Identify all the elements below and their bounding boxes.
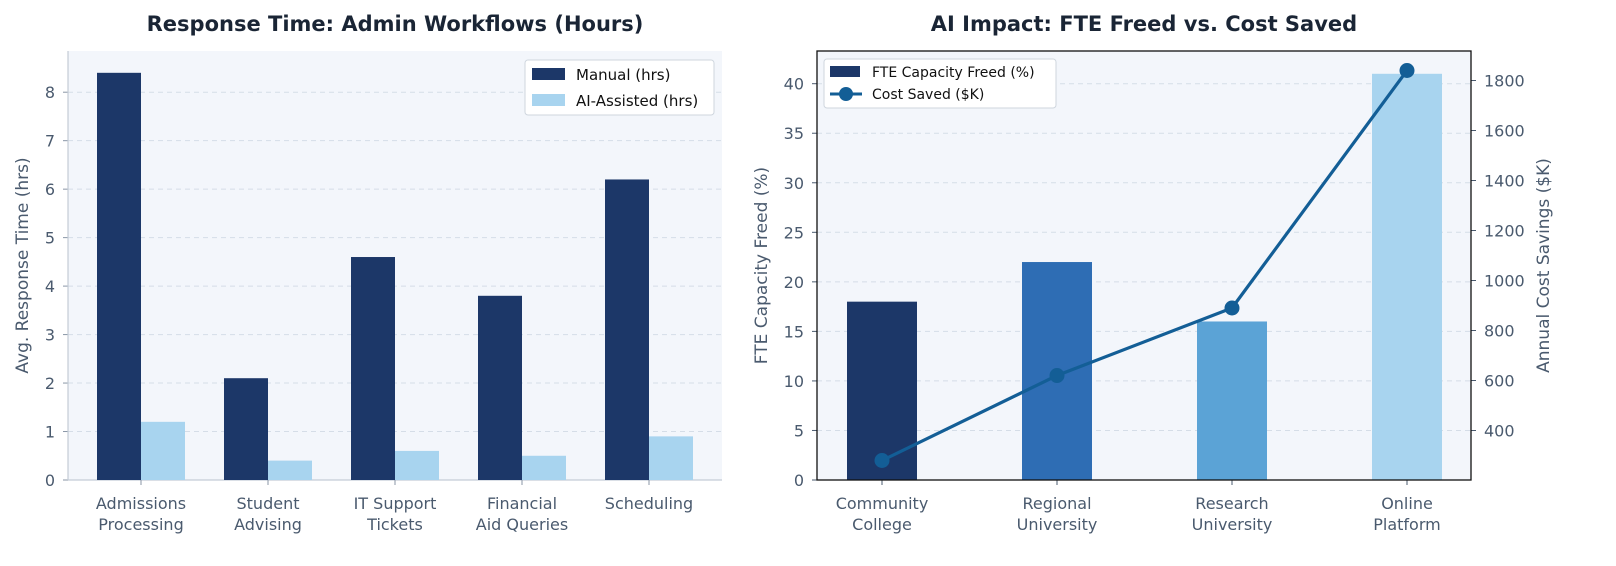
y-tick-label-left: 6 [45,180,55,199]
bar-ai-assisted [395,450,439,480]
y2-tick-label: 400 [1484,422,1515,441]
bar-manual [97,72,141,480]
y-tick-label-right-chart: 0 [794,471,804,490]
legend-label: Manual (hrs) [576,66,670,84]
y-tick-label-right-chart: 10 [784,372,804,391]
bar-fte-freed [1372,73,1442,480]
y-tick-label-right-chart: 40 [784,75,804,94]
y-tick-label-left: 1 [45,423,55,442]
bar-ai-assisted [141,421,185,480]
x-tick-label-left: Admissions [96,494,186,513]
y-tick-label-left: 5 [45,229,55,248]
x-tick-label-right: University [1017,515,1098,534]
bar-ai-assisted [268,460,312,480]
plot-frame-right [816,50,1472,481]
y-tick-label-left: 0 [45,471,55,490]
y2-axis-label: Annual Cost Savings ($K) [1534,158,1554,373]
legend-label: Cost Saved ($K) [872,87,984,103]
y2-tick-label: 1800 [1484,72,1525,91]
y-tick-label-left: 3 [45,326,55,345]
x-tick-label-right: College [852,515,912,534]
chart-title-left: Response Time: Admin Workflows (Hours) [147,12,644,36]
y-axis-label-left: Avg. Response Time (hrs) [13,157,33,373]
y-tick-label-right-chart: 15 [784,322,804,341]
bar-manual [478,295,522,480]
y2-tick-label: 1200 [1484,222,1525,241]
point-cost-saved [874,453,890,468]
bar-manual [224,378,268,480]
y-tick-label-left: 4 [45,277,55,296]
x-tick-label-right: University [1192,515,1273,534]
bar-manual [605,179,649,480]
legend-label: AI-Assisted (hrs) [576,92,698,110]
legend-label: FTE Capacity Freed (%) [872,65,1035,81]
x-tick-label-right: Regional [1022,494,1091,513]
legend-marker [839,87,853,101]
y-tick-label-right-chart: 30 [784,174,804,193]
plot-background-right [817,51,1471,480]
point-cost-saved [1399,63,1415,78]
x-tick-label-right: Research [1195,494,1268,513]
x-tick-label-left: Processing [98,515,183,534]
x-tick-label-left: Aid Queries [476,515,568,534]
point-cost-saved [1049,368,1065,383]
y-tick-label-right-chart: 5 [794,421,804,440]
y-tick-label-right-chart: 20 [784,273,804,292]
line-cost-saved [881,69,1409,462]
legend-right [823,58,1057,109]
x-tick-label-left: IT Support [354,494,437,513]
y2-tick-label: 800 [1484,322,1515,341]
x-tick-label-right: Online [1381,494,1433,513]
y2-tick-label: 1600 [1484,122,1525,141]
y2-tick-label: 600 [1484,372,1515,391]
y-tick-label-right-chart: 35 [784,124,804,143]
bar-ai-assisted [522,455,566,480]
y2-tick-label: 1400 [1484,172,1525,191]
y-tick-label-left: 8 [45,83,55,102]
legend-swatch [532,68,565,80]
x-tick-label-left: Student [237,494,300,513]
bar-manual [351,257,395,480]
x-tick-label-left: Tickets [366,515,423,534]
x-tick-label-right: Platform [1373,515,1440,534]
legend-left [524,59,715,116]
y-tick-label-right-chart: 25 [784,223,804,242]
x-tick-label-left: Financial [487,494,557,513]
legend-swatch [532,94,565,106]
x-tick-label-right: Community [836,494,929,513]
point-cost-saved [1224,300,1240,316]
y-tick-label-left: 7 [45,132,55,151]
x-tick-label-left: Advising [234,515,302,534]
x-tick-label-left: Scheduling [605,494,693,513]
legend-swatch [830,66,860,77]
bar-ai-assisted [649,436,693,480]
y2-tick-label: 1000 [1484,272,1525,291]
chart-title-right: AI Impact: FTE Freed vs. Cost Saved [931,12,1357,36]
y-tick-label-left: 2 [45,374,55,393]
y-axis-label-right-chart: FTE Capacity Freed (%) [752,167,772,364]
bar-fte-freed [1197,321,1267,480]
